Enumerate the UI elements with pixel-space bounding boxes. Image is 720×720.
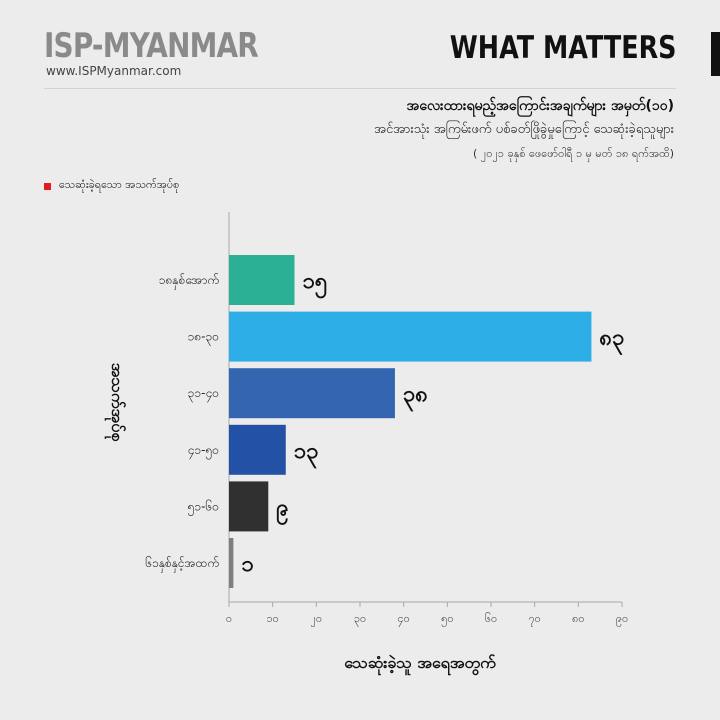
category-label: ၅၁-၆၀ bbox=[188, 498, 219, 516]
x-tick-label: ၄၀ bbox=[397, 612, 409, 627]
chart-title: အလေးထားရမည့်အကြောင်းအချက်များ အမှတ်(၁၀) bbox=[406, 98, 674, 114]
bar bbox=[229, 311, 592, 362]
category-label: ၄၁-၅၀ bbox=[188, 443, 219, 460]
bar bbox=[229, 538, 234, 588]
legend-label: သေဆုံးခဲ့ရသော အသက်အုပ်စု bbox=[59, 178, 180, 191]
section-marker bbox=[711, 32, 720, 76]
x-tick-label: ၃၀ bbox=[354, 612, 366, 627]
data-label: ၁ bbox=[241, 552, 253, 577]
data-label: ၈၃ bbox=[599, 326, 624, 356]
brand-logo: ISP-MYANMAR bbox=[44, 26, 259, 66]
section-title: WHAT MATTERS bbox=[449, 30, 676, 66]
chart-subtitle: အင်အားသုံး အကြမ်းဖက် ပစ်ခတ်ဖြိုခွဲမှုကြေ… bbox=[374, 122, 674, 137]
data-label: ၉ bbox=[276, 495, 288, 525]
data-label: ၃၈ bbox=[403, 382, 428, 412]
x-tick-label: ၁၀ bbox=[266, 612, 278, 625]
x-tick-label: ၇၀ bbox=[528, 612, 540, 627]
brand-url: www.ISPMyanmar.com bbox=[46, 64, 182, 78]
legend-swatch bbox=[44, 182, 51, 190]
x-tick-label: ၅၀ bbox=[441, 612, 453, 627]
x-tick-label: ၉၀ bbox=[616, 612, 628, 627]
chart-date-range: ( ၂၀၂၁ ခုနှစ် ဖေဖော်ဝါရီ ၁ မှ မတ် ၁၈ ရက်… bbox=[473, 147, 674, 160]
y-axis-title: အသက်အုပ်စု bbox=[108, 362, 127, 442]
category-label: ၁၈နှစ်အောက် bbox=[159, 272, 219, 290]
bar bbox=[229, 481, 269, 532]
bar bbox=[229, 255, 295, 305]
data-label: ၁၃ bbox=[294, 439, 319, 469]
bar bbox=[229, 424, 286, 475]
header-divider bbox=[44, 88, 676, 89]
category-label: ၁၈-၃၀ bbox=[188, 330, 219, 347]
legend: သေဆုံးခဲ့ရသော အသက်အုပ်စု bbox=[44, 178, 179, 194]
x-tick-label: ၆၀ bbox=[485, 612, 497, 625]
category-label: ၆၁နှစ်နှင့်အထက် bbox=[145, 555, 219, 573]
category-label: ၃၁-၄၀ bbox=[188, 386, 219, 403]
x-tick-label: ၈၀ bbox=[572, 612, 584, 625]
bar bbox=[229, 368, 395, 419]
x-tick-label: ၀ bbox=[226, 612, 232, 625]
x-tick-label: ၂၀ bbox=[311, 612, 323, 627]
data-label: ၁၅ bbox=[303, 269, 328, 299]
x-axis-title: သေဆုံးခဲ့သူ အရေအတွက် bbox=[344, 653, 496, 672]
